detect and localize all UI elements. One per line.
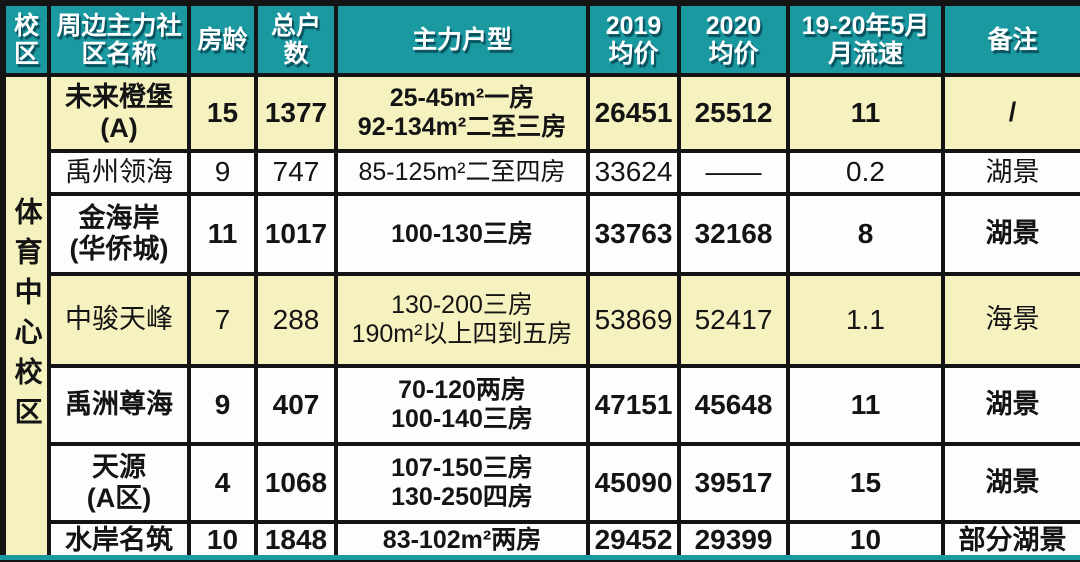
cell-velocity: 11 — [786, 364, 945, 446]
cell-price-2020: 29399 — [677, 519, 790, 562]
col-header-note: 备注 — [941, 1, 1080, 77]
cell-age: 9 — [187, 149, 258, 196]
cell-price-2020: 32168 — [677, 192, 790, 276]
cell-velocity: 10 — [786, 519, 945, 562]
cell-velocity: 11 — [786, 73, 945, 153]
cell-note: / — [941, 73, 1080, 153]
cell-community: 禹州领海 — [47, 149, 191, 196]
cell-note: 湖景 — [941, 442, 1080, 524]
col-header-velocity: 19-20年5月 月流速 — [786, 1, 945, 77]
cell-age: 10 — [187, 519, 258, 562]
col-header-community: 周边主力社 区名称 — [47, 1, 191, 77]
cell-community: 中骏天峰 — [47, 272, 191, 368]
cell-community: 金海岸 (华侨城) — [47, 192, 191, 276]
col-header-age: 房龄 — [187, 1, 258, 77]
cell-households: 1068 — [254, 442, 338, 524]
cell-age: 7 — [187, 272, 258, 368]
cell-units: 83-102m²两房 — [334, 519, 590, 562]
cell-units: 85-125m²二至四房 — [334, 149, 590, 196]
table-row: 禹洲尊海 9 407 70-120两房 100-140三房 47151 4564… — [3, 364, 1080, 446]
cell-households: 1848 — [254, 519, 338, 562]
cell-households: 1017 — [254, 192, 338, 276]
cell-community: 水岸名筑 — [47, 519, 191, 562]
table-row: 天源 (A区) 4 1068 107-150三房 130-250四房 45090… — [3, 442, 1080, 524]
cell-note: 湖景 — [941, 149, 1080, 196]
cell-units: 70-120两房 100-140三房 — [334, 364, 590, 446]
cell-price-2019: 45090 — [586, 442, 681, 524]
cell-price-2020: —— — [677, 149, 790, 196]
cell-price-2020: 25512 — [677, 73, 790, 153]
cell-note: 湖景 — [941, 192, 1080, 276]
cell-community: 天源 (A区) — [47, 442, 191, 524]
cell-age: 4 — [187, 442, 258, 524]
cell-price-2020: 52417 — [677, 272, 790, 368]
cell-community: 禹洲尊海 — [47, 364, 191, 446]
header-row: 校 区 周边主力社 区名称 房龄 总户数 主力户型 2019 均价 2020 均… — [1, 1, 1080, 77]
bottom-teal-strip — [0, 555, 1080, 560]
cell-price-2019: 26451 — [586, 73, 681, 153]
cell-price-2020: 45648 — [677, 364, 790, 446]
cell-price-2019: 53869 — [586, 272, 681, 368]
cell-velocity: 15 — [786, 442, 945, 524]
cell-units: 25-45m²一房 92-134m²二至三房 — [334, 73, 590, 153]
col-header-households: 总户数 — [254, 1, 338, 77]
col-header-units: 主力户型 — [334, 1, 590, 77]
cell-units: 107-150三房 130-250四房 — [334, 442, 590, 524]
cell-velocity: 1.1 — [786, 272, 945, 368]
cell-age: 11 — [187, 192, 258, 276]
campus-cell: 体育中心校区 — [1, 72, 51, 562]
cell-households: 747 — [254, 149, 338, 196]
table-row: 中骏天峰 7 288 130-200三房 190m²以上四到五房 53869 5… — [3, 272, 1080, 368]
col-header-campus: 校 区 — [1, 1, 51, 77]
cell-units: 100-130三房 — [334, 192, 590, 276]
cell-note: 部分湖景 — [941, 519, 1080, 562]
col-header-price-2020: 2020 均价 — [677, 1, 790, 77]
cell-community: 未来橙堡 (A) — [47, 73, 191, 153]
col-header-price-2019: 2019 均价 — [586, 1, 681, 77]
cell-velocity: 8 — [786, 192, 945, 276]
cell-note: 海景 — [941, 272, 1080, 368]
cell-age: 15 — [187, 73, 258, 153]
table-row: 金海岸 (华侨城) 11 1017 100-130三房 33763 32168 … — [3, 192, 1080, 276]
table-row: 水岸名筑 10 1848 83-102m²两房 29452 29399 10 部… — [3, 519, 1080, 562]
cell-price-2019: 29452 — [586, 519, 681, 562]
cell-velocity: 0.2 — [786, 149, 945, 196]
cell-households: 288 — [254, 272, 338, 368]
cell-households: 407 — [254, 364, 338, 446]
cell-price-2019: 47151 — [586, 364, 681, 446]
cell-price-2019: 33624 — [586, 149, 681, 196]
cell-price-2020: 39517 — [677, 442, 790, 524]
cell-units: 130-200三房 190m²以上四到五房 — [334, 272, 590, 368]
cell-age: 9 — [187, 364, 258, 446]
table-row: 体育中心校区 未来橙堡 (A) 15 1377 25-45m²一房 92-134… — [1, 72, 1080, 562]
table-row: 禹州领海 9 747 85-125m²二至四房 33624 —— 0.2 湖景 — [3, 149, 1080, 196]
cell-households: 1377 — [254, 73, 338, 153]
cell-price-2019: 33763 — [586, 192, 681, 276]
cell-note: 湖景 — [941, 364, 1080, 446]
